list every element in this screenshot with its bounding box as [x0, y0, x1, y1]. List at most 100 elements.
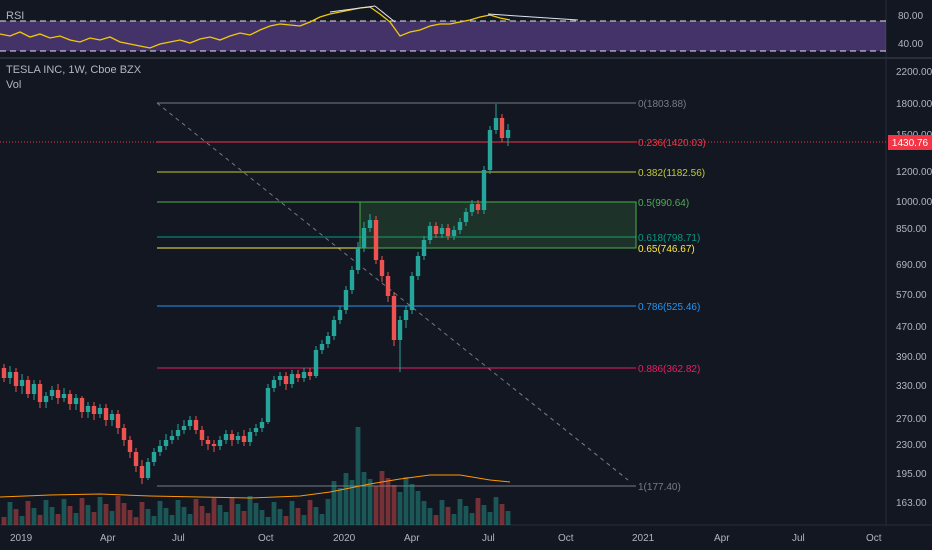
candle[interactable]	[307, 368, 313, 380]
candle[interactable]	[121, 424, 127, 446]
fib-level-label[interactable]: 0.618(798.71)	[638, 233, 700, 244]
candle[interactable]	[55, 384, 61, 404]
rsi-trendline-1[interactable]	[329, 5, 376, 13]
candle[interactable]	[115, 410, 121, 434]
candle[interactable]	[403, 306, 409, 328]
candle[interactable]	[235, 432, 241, 444]
candle[interactable]	[277, 372, 283, 386]
volume-indicator-label[interactable]: Vol	[6, 79, 22, 91]
candle[interactable]	[349, 266, 355, 294]
trend-diagonal[interactable]	[156, 102, 629, 481]
candle[interactable]	[25, 376, 31, 398]
fib-level-label[interactable]: 0.236(1420.03)	[638, 138, 706, 149]
candle[interactable]	[127, 436, 133, 458]
candle[interactable]	[469, 200, 475, 216]
candle[interactable]	[271, 376, 277, 392]
candle[interactable]	[487, 126, 493, 174]
candle[interactable]	[169, 430, 175, 444]
candle[interactable]	[103, 404, 109, 426]
candle[interactable]	[181, 420, 187, 434]
candle[interactable]	[493, 104, 499, 134]
fib-level-label[interactable]: 0.886(362.82)	[638, 364, 700, 375]
candle[interactable]	[391, 292, 397, 346]
candle[interactable]	[151, 448, 157, 466]
candle[interactable]	[31, 380, 37, 400]
candle[interactable]	[367, 214, 373, 232]
candle[interactable]	[229, 430, 235, 446]
candle[interactable]	[109, 410, 115, 426]
candle[interactable]	[283, 372, 289, 390]
candle[interactable]	[331, 316, 337, 340]
candle[interactable]	[295, 370, 301, 382]
candle[interactable]	[193, 416, 199, 434]
candle[interactable]	[259, 418, 265, 432]
candle[interactable]	[241, 430, 247, 446]
rsi-line[interactable]	[0, 6, 511, 49]
fib-level-label[interactable]: 1(177.40)	[638, 482, 681, 493]
candle[interactable]	[343, 286, 349, 314]
candle[interactable]	[475, 200, 481, 214]
candlestick-series[interactable]	[1, 104, 511, 484]
candle[interactable]	[1, 364, 7, 382]
candle[interactable]	[67, 390, 73, 410]
candle[interactable]	[445, 224, 451, 240]
candle[interactable]	[85, 402, 91, 418]
candle[interactable]	[427, 222, 433, 244]
candle[interactable]	[13, 368, 19, 392]
fib-level-label[interactable]: 0.786(525.46)	[638, 302, 700, 313]
candle[interactable]	[79, 396, 85, 418]
candle[interactable]	[463, 208, 469, 226]
candle[interactable]	[139, 460, 145, 484]
candle[interactable]	[337, 306, 343, 324]
candle[interactable]	[451, 226, 457, 240]
candle[interactable]	[433, 222, 439, 238]
candle[interactable]	[223, 430, 229, 444]
fib-level-label[interactable]: 0.5(990.64)	[638, 198, 689, 209]
candle[interactable]	[247, 428, 253, 446]
candle[interactable]	[481, 166, 487, 214]
zone-rectangle[interactable]	[359, 201, 637, 249]
candle[interactable]	[505, 124, 511, 146]
candle[interactable]	[199, 426, 205, 446]
candle[interactable]	[205, 436, 211, 450]
candle[interactable]	[73, 394, 79, 410]
candle[interactable]	[217, 436, 223, 450]
candle[interactable]	[355, 242, 361, 274]
symbol-title[interactable]: TESLA INC, 1W, Cboe BZX	[6, 64, 142, 76]
candle[interactable]	[385, 272, 391, 302]
candle[interactable]	[49, 386, 55, 400]
candle[interactable]	[439, 224, 445, 238]
candle[interactable]	[421, 236, 427, 260]
candle[interactable]	[211, 440, 217, 452]
rsi-trendline-3[interactable]	[487, 13, 579, 21]
candle[interactable]	[157, 440, 163, 456]
rsi-trendline-2[interactable]	[374, 5, 396, 23]
candle[interactable]	[253, 424, 259, 436]
candle[interactable]	[289, 370, 295, 388]
candle[interactable]	[7, 366, 13, 384]
candle[interactable]	[19, 374, 25, 394]
candle[interactable]	[415, 252, 421, 280]
candle[interactable]	[313, 346, 319, 378]
candle[interactable]	[145, 458, 151, 480]
candle[interactable]	[301, 368, 307, 382]
fib-level-label[interactable]: 0.382(1182.56)	[638, 168, 705, 179]
candle[interactable]	[91, 402, 97, 420]
candle[interactable]	[133, 448, 139, 472]
rsi-indicator-label[interactable]: RSI	[6, 10, 25, 22]
candle[interactable]	[457, 218, 463, 234]
candle[interactable]	[163, 434, 169, 450]
candle[interactable]	[499, 114, 505, 142]
candle[interactable]	[43, 392, 49, 408]
fib-level-label[interactable]: 0.65(746.67)	[638, 244, 695, 255]
candle[interactable]	[175, 424, 181, 440]
candle[interactable]	[361, 222, 367, 252]
candle[interactable]	[265, 384, 271, 424]
fib-level-label[interactable]: 0(1803.88)	[638, 99, 686, 110]
candle[interactable]	[187, 416, 193, 430]
candle[interactable]	[379, 256, 385, 282]
candle[interactable]	[373, 216, 379, 264]
candle[interactable]	[409, 272, 415, 314]
candle[interactable]	[61, 388, 67, 402]
